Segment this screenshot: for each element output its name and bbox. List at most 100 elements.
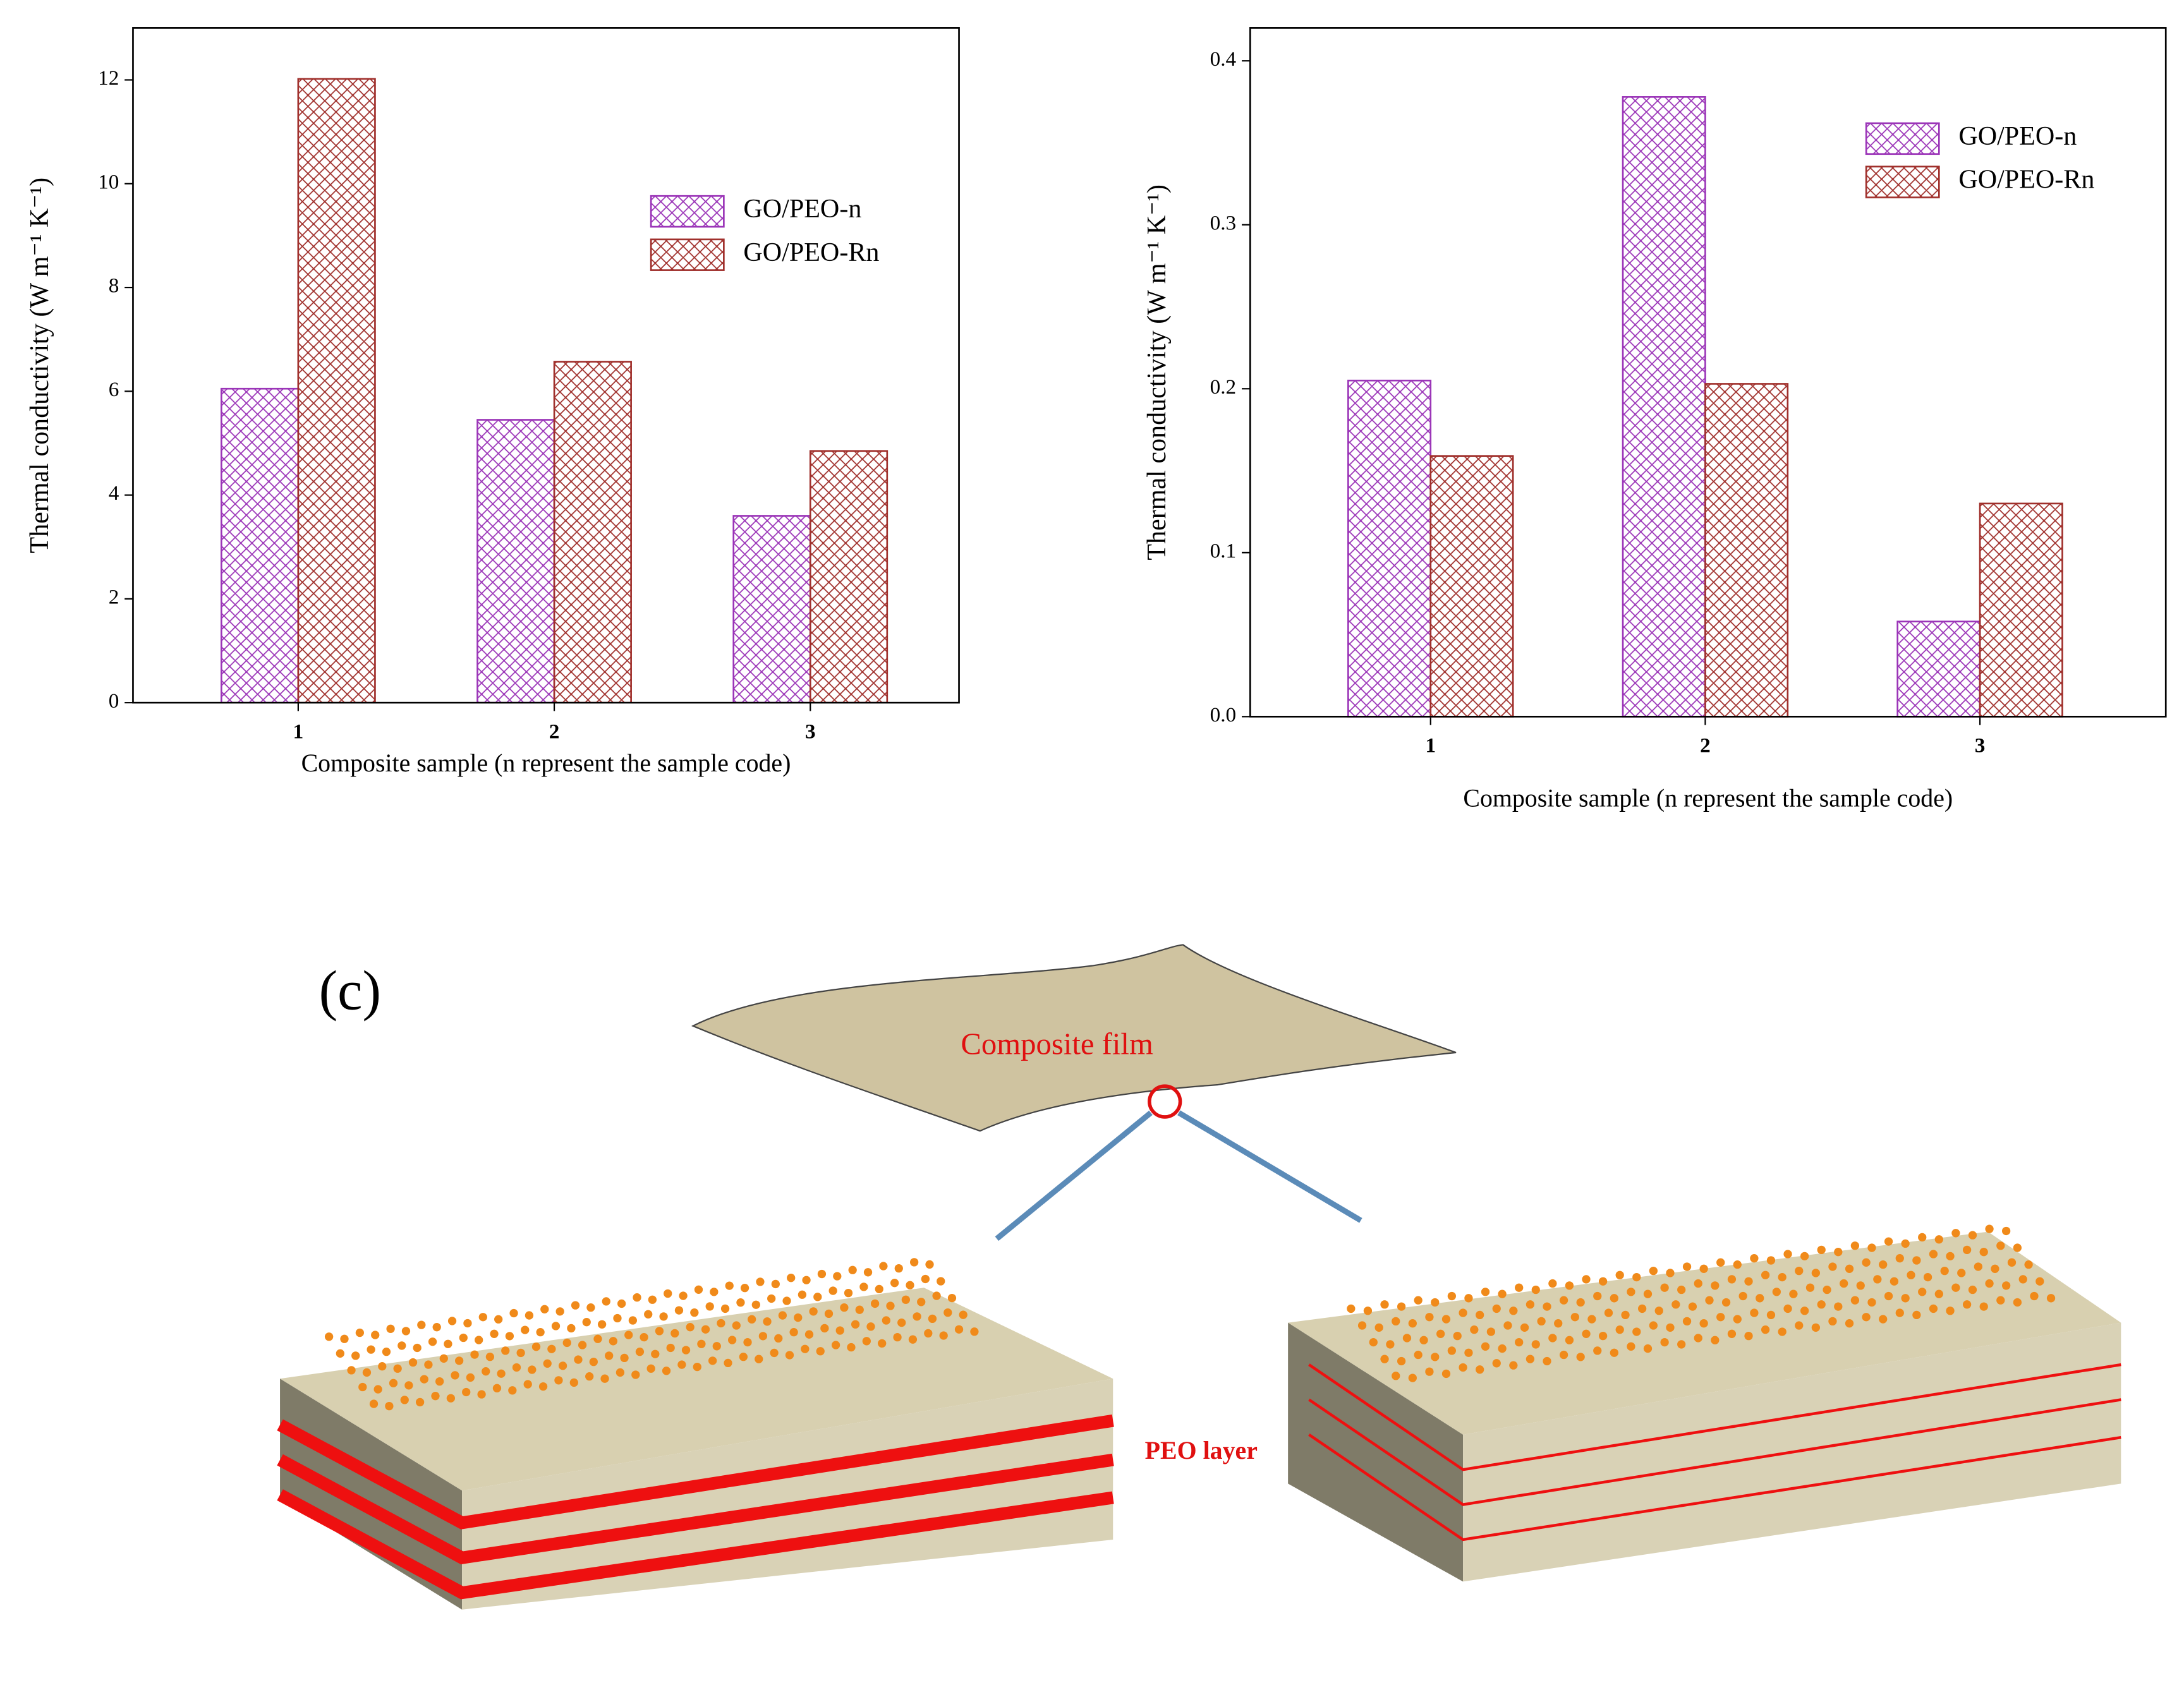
atom [1783, 1250, 1792, 1258]
atom [569, 1378, 578, 1387]
atom [1459, 1363, 1467, 1372]
block-side [280, 1379, 463, 1610]
atom [431, 1392, 440, 1401]
atom [439, 1354, 448, 1363]
atom [882, 1316, 890, 1325]
atom [1699, 1319, 1708, 1328]
atom [485, 1352, 495, 1361]
atom [408, 1358, 418, 1367]
atom [847, 1343, 856, 1352]
atom [1850, 1241, 1860, 1250]
atom [1811, 1269, 1820, 1277]
atom [959, 1310, 968, 1319]
atom [466, 1373, 475, 1382]
atom [848, 1265, 857, 1274]
atom [347, 1366, 356, 1375]
atom [875, 1284, 883, 1294]
block-top [1288, 1231, 2121, 1435]
atom [1660, 1283, 1669, 1292]
atom [1711, 1336, 1720, 1344]
atom [543, 1359, 552, 1368]
atom [1694, 1279, 1702, 1288]
atom [1363, 1307, 1373, 1315]
y-tick-label: 0.1 [1210, 539, 1237, 562]
atom [1397, 1302, 1406, 1311]
atom [751, 1300, 760, 1309]
atom [1716, 1313, 1725, 1322]
atom [677, 1360, 686, 1369]
atom [417, 1320, 426, 1329]
atom [1476, 1365, 1484, 1374]
atom [1559, 1350, 1568, 1360]
y-tick-label: 4 [109, 481, 119, 505]
atom [1985, 1224, 1994, 1233]
film-sheet [691, 944, 1457, 1132]
plot-frame [132, 27, 960, 704]
atom [1649, 1266, 1658, 1276]
atom [755, 1355, 763, 1363]
bar [1979, 502, 2063, 718]
atom [787, 1274, 796, 1283]
atom [1481, 1342, 1490, 1351]
atom [475, 1336, 483, 1344]
atom [1957, 1269, 1966, 1277]
atom [1727, 1275, 1737, 1284]
atom [1643, 1289, 1653, 1298]
atom [717, 1319, 725, 1328]
atom [609, 1337, 617, 1346]
atom [670, 1329, 679, 1338]
atom [851, 1320, 860, 1329]
atom [1531, 1285, 1540, 1295]
atom [1828, 1262, 1837, 1271]
atom [1582, 1329, 1591, 1338]
x-axis-label: Composite sample (n represent the sample… [1463, 783, 1953, 812]
block-side [1288, 1322, 1464, 1582]
atom [1486, 1327, 1496, 1336]
atom [1380, 1300, 1389, 1309]
atom [1615, 1325, 1624, 1334]
atom [862, 1337, 871, 1346]
atom [1492, 1304, 1501, 1313]
atom [758, 1332, 768, 1341]
atom [1598, 1277, 1608, 1286]
atom [602, 1297, 610, 1306]
atom [1778, 1272, 1787, 1282]
atom [1380, 1355, 1389, 1363]
atom [1946, 1307, 1955, 1315]
atom [1795, 1266, 1804, 1276]
atom [428, 1337, 437, 1346]
atom [1705, 1296, 1714, 1305]
x-tick-label: 1 [1425, 734, 1436, 757]
atom [820, 1324, 829, 1333]
atom [628, 1316, 637, 1325]
atom [740, 1283, 749, 1293]
atom [351, 1351, 360, 1360]
atom [782, 1296, 791, 1305]
y-tick-label: 0.2 [1210, 375, 1237, 399]
atom [1464, 1294, 1473, 1303]
atom [1968, 1231, 1977, 1240]
atom [708, 1356, 717, 1365]
atom [662, 1367, 671, 1375]
atom [521, 1325, 530, 1334]
atom [720, 1304, 730, 1313]
atom [816, 1347, 825, 1356]
atom [1694, 1334, 1702, 1343]
atom [725, 1281, 734, 1290]
atom [1587, 1315, 1596, 1324]
diagram: (c) Composite film PEO layer [277, 944, 2121, 1610]
y-tick-label: 12 [98, 66, 119, 90]
y-axis-label: Thermal conductivity (W m⁻¹ K⁻¹) [25, 178, 54, 553]
atom [774, 1334, 783, 1343]
atom [712, 1342, 721, 1351]
y-tick-label: 10 [98, 170, 119, 193]
atom [420, 1375, 428, 1384]
atom [1392, 1317, 1400, 1326]
atom [393, 1364, 402, 1373]
atom [1974, 1262, 1982, 1271]
atom [1615, 1270, 1624, 1279]
atom [1386, 1340, 1395, 1349]
atom [1850, 1296, 1860, 1305]
atom [1425, 1367, 1434, 1376]
